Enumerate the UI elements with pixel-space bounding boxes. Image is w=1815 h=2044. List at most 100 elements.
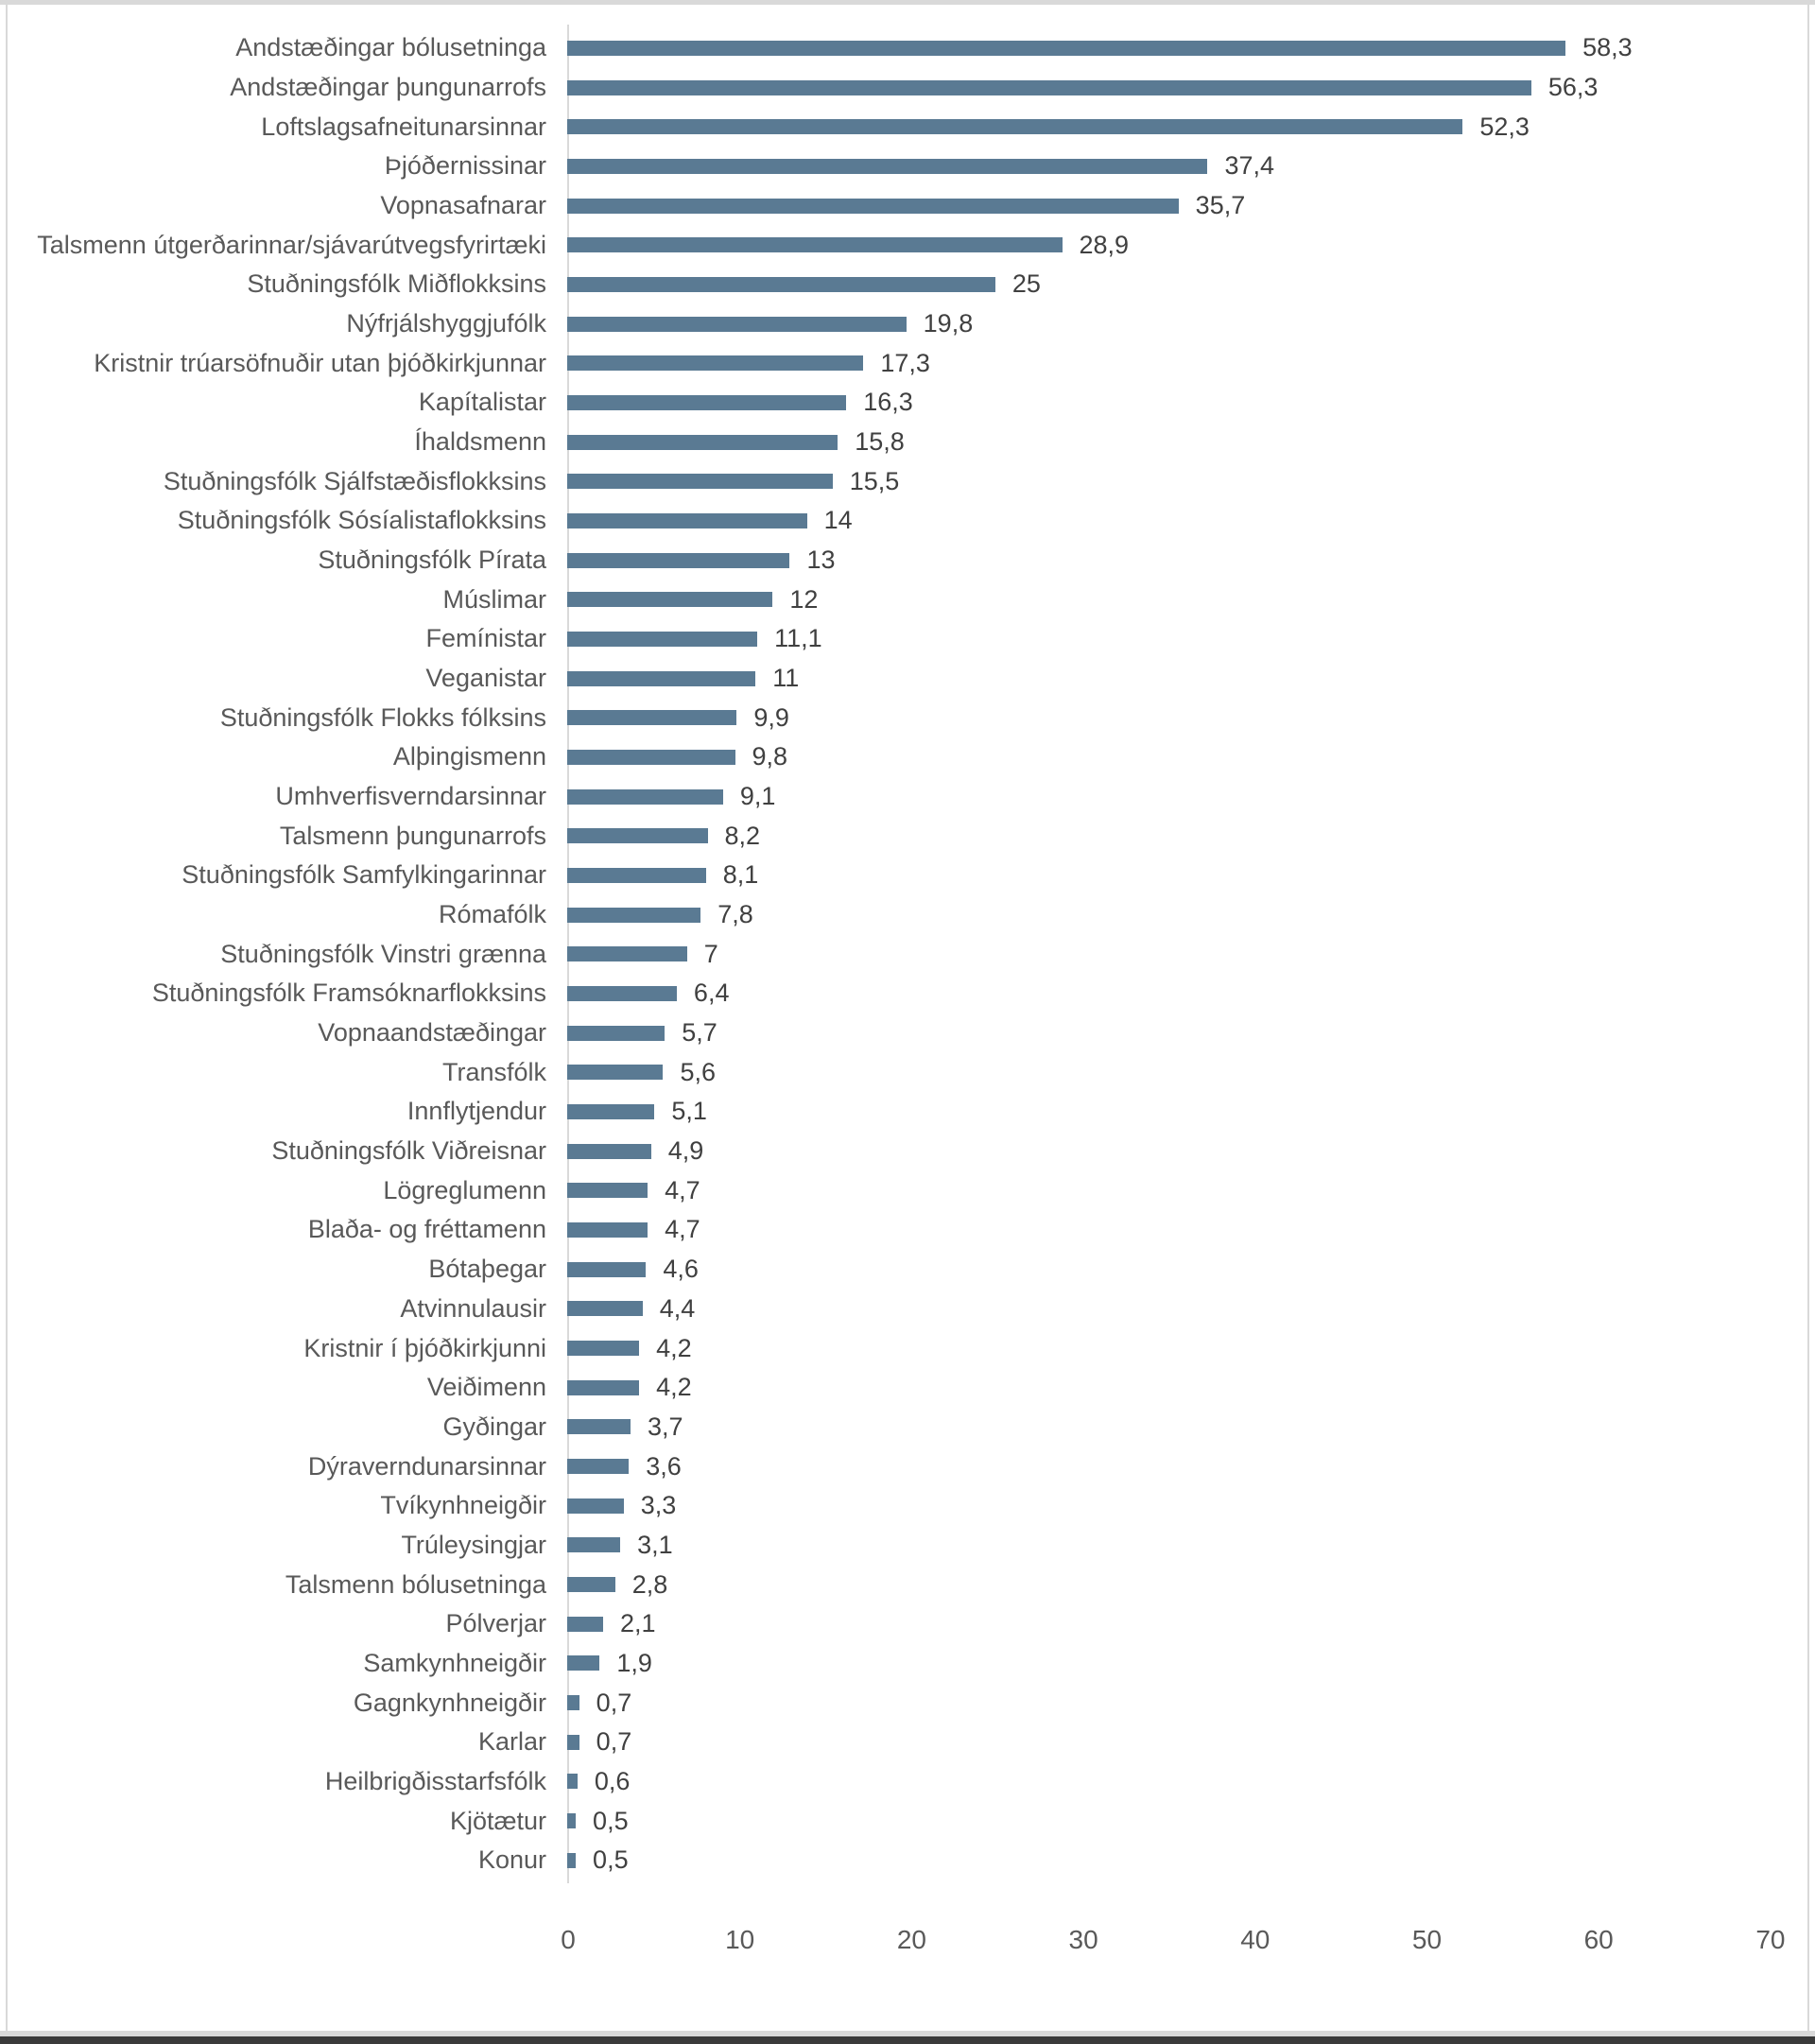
bar-area: 3,1 [567,1526,1804,1566]
category-label: Nýfrjálshyggjufólk [346,309,546,338]
category-label: Stuðningsfólk Samfylkingarinnar [182,860,546,890]
bar [567,1537,621,1553]
category-label: Stuðningsfólk Framsóknarflokksins [151,979,546,1008]
value-label: 4,2 [656,1373,692,1402]
bar-row: Tvíkynhneigðir 3,3 [8,1486,1804,1526]
bar [567,592,773,608]
category-label: Lögreglumenn [383,1175,546,1204]
category-label: Kristnir trúarsöfnuðir utan þjóðkirkjunn… [94,348,546,377]
bar-row: Kristnir í þjóðkirkjunni 4,2 [8,1328,1804,1368]
bar-area: 56,3 [567,68,1804,108]
bar [567,1616,604,1632]
bar [567,276,995,292]
bar-row: Samkynhneigðir 1,9 [8,1644,1804,1684]
category-label: Vopnasafnarar [380,191,546,220]
bar-area: 2,8 [567,1565,1804,1604]
bar-row: Bótaþegar 4,6 [8,1250,1804,1290]
bar-row: Stuðningsfólk Pírata 13 [8,541,1804,580]
bar-row: Loftslagsafneitunarsinnar 52,3 [8,107,1804,147]
bar-area: 17,3 [567,343,1804,383]
bar-row: Pólverjar 2,1 [8,1604,1804,1644]
bar-area: 15,5 [567,461,1804,501]
value-label: 52,3 [1479,112,1530,141]
bar-row: Atvinnulausir 4,4 [8,1290,1804,1329]
bar [567,434,838,450]
bar-row: Veiðimenn 4,2 [8,1368,1804,1408]
category-label: Femínistar [425,624,546,653]
bar-row: Stuðningsfólk Vinstri grænna 7 [8,934,1804,974]
category-label: Andstæðingar þungunarrofs [230,73,546,101]
bar [567,1655,600,1672]
bar [567,198,1179,214]
category-label: Stuðningsfólk Pírata [318,546,546,575]
bar-row: Konur 0,5 [8,1841,1804,1880]
bar-area: 4,2 [567,1328,1804,1368]
category-label: Andstæðingar bólusetninga [235,33,546,62]
bar-area: 13 [567,541,1804,580]
bar-row: Múslimar 12 [8,580,1804,619]
x-axis-tick-label: 70 [1755,1925,1786,1954]
window-frame-bottom [0,2031,1815,2036]
value-label: 37,4 [1224,151,1275,181]
value-label: 4,6 [663,1255,699,1284]
category-label: Gagnkynhneigðir [353,1688,546,1717]
bar [567,316,907,332]
bar [567,828,708,844]
x-axis-tick-label: 50 [1411,1925,1443,1954]
value-label: 56,3 [1547,73,1599,101]
category-label: Atvinnulausir [400,1293,546,1323]
value-label: 4,2 [656,1333,692,1362]
bar [567,710,737,726]
bar [567,394,847,410]
category-label: Dýraverndunarsinnar [307,1451,546,1481]
bar [567,1419,631,1435]
x-axis-tick-label: 40 [1240,1925,1270,1954]
bar [567,79,1531,95]
bar-row: Talsmenn útgerðarinnar/sjávarútvegsfyrir… [8,225,1804,265]
bar [567,158,1208,174]
value-label: 4,7 [665,1175,700,1204]
bar [567,1813,577,1829]
bar-area: 0,6 [567,1762,1804,1802]
bar-area: 8,2 [567,816,1804,856]
bar-row: Blaða- og fréttamenn 4,7 [8,1210,1804,1250]
bar-row: Vopnasafnarar 35,7 [8,186,1804,226]
bar [567,1379,640,1395]
value-label: 9,1 [739,782,776,811]
value-label: 1,9 [616,1648,652,1677]
category-label: Samkynhneigðir [363,1648,546,1677]
x-axis-tick-label: 30 [1068,1925,1098,1954]
bar [567,907,701,923]
category-label: Stuðningsfólk Flokks fólksins [219,702,546,732]
value-label: 3,7 [648,1412,683,1441]
bar-area: 0,7 [567,1683,1804,1723]
category-label: Múslimar [442,584,546,614]
bar-area: 9,8 [567,737,1804,777]
category-label: Veganistar [425,664,546,693]
value-label: 3,6 [646,1451,682,1481]
value-label: 5,6 [680,1057,716,1086]
x-axis-tick-label: 10 [725,1925,755,1954]
bar [567,867,706,883]
bar-area: 4,2 [567,1368,1804,1408]
category-label: Umhverfisverndarsinnar [275,782,546,811]
bar-area: 5,1 [567,1092,1804,1132]
value-label: 0,7 [596,1688,632,1717]
category-label: Veiðimenn [426,1373,546,1402]
bar-area: 8,1 [567,856,1804,895]
value-label: 0,5 [593,1845,629,1875]
bar-area: 3,7 [567,1408,1804,1447]
bar [567,355,864,372]
category-label: Transfólk [441,1057,546,1086]
bar-area: 16,3 [567,383,1804,423]
value-label: 0,6 [594,1766,631,1795]
category-label: Stuðningsfólk Miðflokksins [247,269,546,299]
value-label: 2,1 [620,1609,656,1638]
category-label: Þjóðernissinar [384,151,546,181]
bar-row: Stuðningsfólk Samfylkingarinnar 8,1 [8,856,1804,895]
bar-row: Stuðningsfólk Viðreisnar 4,9 [8,1132,1804,1171]
bar-row: Femínistar 11,1 [8,619,1804,659]
category-label: Rómafólk [438,900,546,929]
bar-area: 14 [567,501,1804,541]
bar-row: Trúleysingjar 3,1 [8,1526,1804,1566]
